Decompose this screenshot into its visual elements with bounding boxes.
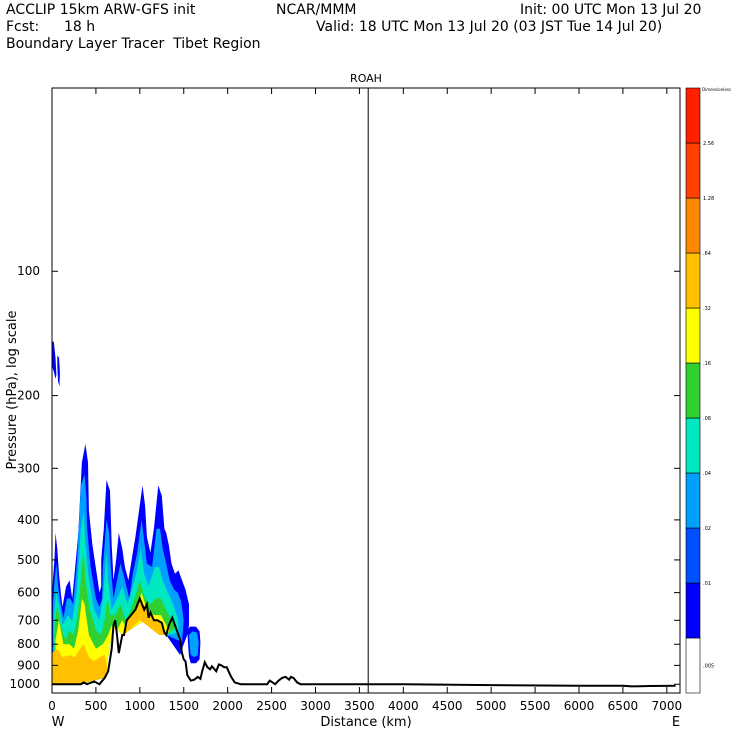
x-tick-label: 0 [48,699,56,713]
y-tick-label: 500 [17,553,40,567]
colorbar-label: 2.56 [703,141,714,147]
terrain-line [52,595,676,688]
x-tick-label: 3500 [344,699,375,713]
colorbar-label: .08 [703,416,711,422]
colorbar-label: .32 [703,306,711,312]
product-title: Boundary Layer Tracer Tibet Region [6,36,261,52]
x-tick-label: 3000 [300,699,331,713]
colorbar-swatch [685,87,701,144]
colorbar-label: .005 [703,664,714,670]
x-tick-label: 5500 [520,699,551,713]
x-tick-label: 4000 [388,699,419,713]
y-axis-label: Pressure (hPa), log scale [5,311,20,470]
y-tick-label: 1000 [9,677,40,691]
tracer-region-0-1 [52,341,57,379]
chart-title: ROAH [350,72,382,85]
west-label: W [52,715,65,730]
colorbar-swatch [685,142,701,199]
y-tick-label: 700 [17,613,40,627]
colorbar-swatch [685,252,701,309]
tracer-region-5-0 [52,644,109,685]
colorbar-swatch [685,362,701,419]
colorbar-swatch [685,582,701,639]
y-tick-label: 300 [17,461,40,475]
colorbar-label: .01 [703,581,711,587]
colorbar-swatch [685,472,701,529]
x-tick-label: 500 [84,699,107,713]
x-tick-label: 5000 [476,699,507,713]
colorbar-label: .02 [703,526,711,532]
tracer-shading [52,341,201,685]
tracer-region-1-1 [189,631,199,658]
x-tick-label: 6000 [564,699,595,713]
x-axis: 0 500 1000 1500 2000 2500 3000 3500 4000 4500 5000… [48,88,682,713]
colorbar-label: .04 [703,471,711,477]
y-tick-label: 100 [17,264,40,278]
model-title: ACCLIP 15km ARW-GFS init [6,2,196,18]
plot-frame [51,87,681,694]
init-time: Init: 00 UTC Mon 13 Jul 20 [520,2,702,18]
east-label: E [672,715,680,730]
terrain [52,595,676,688]
y-tick-label: 900 [17,658,40,672]
tracer-region-0-2 [57,355,60,387]
x-tick-label: 1500 [168,699,199,713]
y-tick-label: 400 [17,513,40,527]
forecast-label: Fcst: [6,19,40,35]
valid-time: Valid: 18 UTC Mon 13 Jul 20 (03 JST Tue … [316,19,663,35]
colorbar-label: 1.28 [703,196,714,202]
x-tick-label: 2000 [212,699,243,713]
colorbar: .005 .01 .02 .04 .08 .16 .32 .64 1.28 2.56 Dimensi… [685,87,731,694]
x-tick-label: 1000 [125,699,156,713]
x-tick-label: 4500 [432,699,463,713]
y-tick-label: 800 [17,637,40,651]
colorbar-swatch [685,637,701,694]
colorbar-label: .16 [703,361,711,367]
colorbar-swatch [685,197,701,254]
x-axis-label: Distance (km) [320,715,411,730]
colorbar-title: Dimensionless [702,87,731,92]
y-axis: 100 200 300 400 500 600 700 800 900 1000 [9,264,680,691]
x-tick-label: 7000 [652,699,683,713]
y-tick-label: 600 [17,586,40,600]
colorbar-swatch [685,527,701,584]
y-tick-label: 200 [17,389,40,403]
tracer-region-5-1 [124,598,167,635]
colorbar-swatch [685,307,701,364]
forecast-hour: 18 h [64,19,96,35]
colorbar-swatch [685,417,701,474]
colorbar-label: .64 [703,251,711,257]
x-tick-label: 2500 [256,699,287,713]
org-label: NCAR/MMM [276,2,357,18]
x-tick-label: 6500 [608,699,639,713]
